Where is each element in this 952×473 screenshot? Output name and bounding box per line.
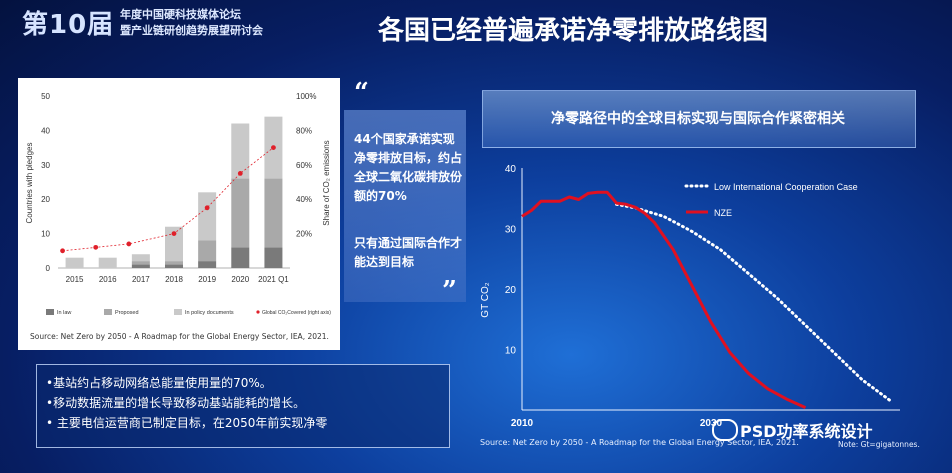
covered-point — [60, 248, 65, 254]
y2-tick-label: 20% — [296, 230, 312, 239]
x-tick-label: 2016 — [99, 275, 117, 284]
x-tick-label: 2015 — [66, 275, 84, 284]
y2-axis-title: Share of CO₂ emissions — [322, 140, 331, 225]
x-tick-label: 2017 — [132, 275, 150, 284]
conference-name-line1: 年度中国硬科技媒体论坛 — [120, 8, 241, 21]
bullet-item: •移动数据流量的增长导致移动基站能耗的增长。 — [46, 396, 306, 410]
y-tick-label: 30 — [505, 225, 517, 236]
quote-box — [344, 110, 466, 302]
bar-segment — [65, 257, 84, 268]
y-axis-title: Countries with pledges — [25, 143, 34, 224]
bar-segment — [131, 261, 150, 265]
bar-segment — [264, 247, 283, 268]
quote-text-pledge: 44个国家承诺实现净零排放目标，约占全球二氧化碳排放份额的70% — [354, 132, 463, 203]
bar-segment — [231, 178, 250, 248]
legend-label: NZE — [714, 208, 732, 218]
bar-segment — [198, 261, 217, 268]
y-tick-label: 10 — [505, 346, 517, 357]
covered-point — [126, 241, 132, 247]
y-tick-label: 50 — [41, 92, 50, 101]
close-quote-mark: ” — [442, 276, 457, 306]
right-chart-source: Source: Net Zero by 2050 - A Roadmap for… — [480, 438, 799, 447]
y2-tick-label: 60% — [296, 161, 312, 170]
right-chart-note: Note: Gt=gigatonnes. — [838, 440, 920, 449]
covered-point — [271, 145, 276, 150]
x-tick-label: 2019 — [198, 275, 216, 284]
covered-point — [93, 244, 99, 250]
legend-swatch — [174, 309, 182, 315]
bar-segment — [165, 226, 183, 262]
bullet-box — [36, 364, 450, 448]
right-chart-title: 净零路径中的全球目标实现与国际合作紧密相关 — [551, 111, 845, 127]
legend-label: Low International Cooperation Case — [714, 182, 858, 192]
low-cooperation-line — [615, 202, 893, 403]
conference-name-line2: 暨产业链研创趋势展望研讨会 — [120, 24, 263, 37]
wechat-icon — [712, 419, 738, 441]
bar-segment — [165, 261, 183, 265]
legend-label: In law — [57, 310, 71, 316]
y-tick-label: 40 — [41, 126, 50, 135]
pledges-chart: 0 10 20 30 40 50 20% 40% 60% 80% 100% Countries wit… — [25, 92, 331, 316]
bar-segment — [264, 178, 283, 248]
x-tick-label: 2018 — [165, 275, 183, 284]
bar-segment — [198, 192, 217, 241]
covered-point — [204, 205, 210, 211]
nze-line — [521, 190, 807, 409]
bar-segment — [231, 123, 250, 179]
y2-tick-label: 100% — [296, 92, 316, 101]
legend-label: Global CO₂Covered (right axis) — [262, 310, 331, 316]
legend-swatch — [104, 309, 112, 315]
y-tick-label: 0 — [46, 264, 51, 273]
y2-tick-label: 80% — [296, 126, 312, 135]
bar-segment — [131, 264, 150, 268]
bullet-item: • 主要电信运营商已制定目标，在2050年前实现净零 — [46, 416, 328, 430]
y2-tick-label: 40% — [296, 195, 312, 204]
covered-point — [171, 231, 177, 237]
bar-segment — [198, 240, 217, 262]
x-tick-label: 2021 Q1 — [258, 275, 289, 284]
x-tick-label: 2030 — [700, 418, 723, 429]
bar-segment — [231, 247, 250, 268]
slide-title: 各国已经普遍承诺净零排放路线图 — [378, 16, 769, 46]
bullet-item: •基站约占移动网络总能量使用量的70%。 — [46, 376, 272, 390]
y-axis-title: GT CO₂ — [480, 282, 491, 317]
right-chart-title-box — [482, 90, 916, 148]
y-tick-label: 20 — [41, 195, 50, 204]
quote-text-cooperation: 只有通过国际合作才能达到目标 — [354, 236, 463, 269]
legend-label: Proposed — [115, 310, 139, 316]
x-tick-label: 2020 — [231, 275, 249, 284]
open-quote-mark: “ — [354, 78, 369, 108]
bar-segment — [98, 257, 117, 268]
y-tick-label: 40 — [505, 164, 517, 175]
y-tick-label: 30 — [41, 161, 50, 170]
conference-edition: 第10届 — [22, 10, 115, 40]
legend-marker — [256, 310, 260, 314]
pledges-chart-panel: 0 10 20 30 40 50 20% 40% 60% 80% 100% Countries wit… — [18, 78, 340, 350]
y-tick-label: 20 — [505, 285, 517, 296]
watermark-text: PSD功率系统设计 — [740, 422, 873, 441]
x-tick-label: 2010 — [511, 418, 534, 429]
bar-segment — [165, 264, 183, 268]
legend-swatch — [46, 309, 54, 315]
covered-point — [237, 171, 243, 176]
y-tick-label: 10 — [41, 230, 50, 239]
legend-label: In policy documents — [185, 310, 234, 316]
left-chart-source: Source: Net Zero by 2050 - A Roadmap for… — [30, 332, 329, 341]
bar-segment — [131, 254, 150, 262]
